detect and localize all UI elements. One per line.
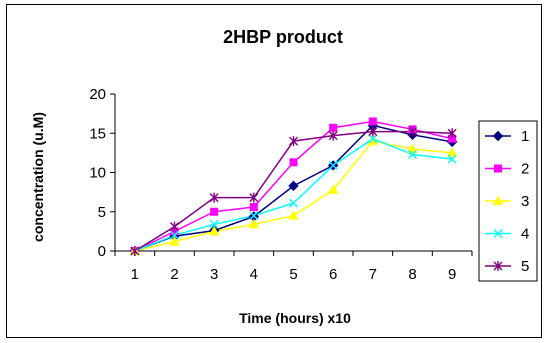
marker-stroke [368, 134, 378, 144]
chart-area [6, 4, 542, 338]
data-point [170, 230, 179, 240]
data-point [288, 210, 299, 220]
data-point [368, 126, 378, 137]
marker-stroke [170, 230, 179, 240]
data-point [492, 130, 504, 142]
x-tick-label: 8 [408, 266, 416, 283]
data-point [447, 154, 457, 164]
data-point [249, 211, 259, 221]
data-point [249, 203, 258, 212]
data-point [446, 147, 458, 157]
legend-label: 1 [521, 128, 529, 145]
data-point [289, 198, 298, 208]
data-point [170, 221, 179, 232]
data-point [289, 158, 298, 167]
data-point [368, 134, 378, 144]
y-tick-label: 15 [89, 125, 106, 142]
data-point [209, 192, 219, 203]
data-point [289, 136, 298, 147]
y-tick-label: 20 [89, 86, 106, 103]
data-point [208, 225, 220, 236]
marker-stroke [209, 219, 219, 229]
data-point [328, 130, 338, 141]
data-point [210, 207, 219, 216]
data-point [329, 123, 338, 132]
y-axis-label: concentration (u.M) [30, 112, 46, 242]
data-point [494, 164, 502, 173]
data-point [327, 184, 339, 194]
marker-stroke [328, 160, 338, 170]
y-tick-label: 10 [89, 165, 106, 182]
data-point [407, 143, 418, 153]
data-point [368, 117, 377, 126]
x-tick-label: 4 [250, 266, 258, 283]
x-axis-label: Time (hours) x10 [239, 310, 351, 326]
y-tick-label: 0 [98, 243, 106, 260]
marker-stroke [493, 229, 503, 238]
marker-stroke [289, 198, 298, 208]
x-tick-label: 7 [369, 266, 377, 283]
plot-area: 0 5 10 15 20 1 2 3 4 5 6 7 8 9 [89, 86, 473, 283]
data-point [493, 229, 503, 238]
legend-label: 2 [521, 161, 529, 178]
x-tick-label: 1 [131, 266, 139, 283]
series-line-4 [134, 137, 453, 252]
data-point [408, 149, 417, 159]
data-point [130, 246, 140, 256]
chart-title: 2HBP product [223, 27, 343, 47]
data-point [408, 126, 417, 137]
x-tick-label: 9 [448, 266, 456, 283]
x-tick-label: 3 [210, 266, 218, 283]
data-point [288, 180, 299, 192]
legend-label: 4 [521, 226, 529, 243]
x-tick-label: 6 [329, 266, 337, 283]
legend: 1 2 3 4 5 [478, 120, 538, 282]
x-tick-label: 2 [170, 266, 178, 283]
legend-label: 5 [521, 258, 529, 275]
data-point [248, 218, 260, 229]
marker-stroke [249, 211, 259, 221]
data-point [209, 219, 219, 229]
data-point [328, 160, 338, 170]
x-tick-label: 5 [289, 266, 297, 283]
data-point [447, 128, 457, 139]
y-tick-label: 5 [98, 204, 106, 221]
marker-stroke [408, 149, 417, 159]
marker-stroke [447, 154, 457, 164]
legend-label: 3 [521, 193, 529, 210]
data-point [492, 195, 504, 205]
data-point [493, 261, 503, 271]
data-point [249, 192, 259, 203]
data-point [169, 236, 180, 246]
